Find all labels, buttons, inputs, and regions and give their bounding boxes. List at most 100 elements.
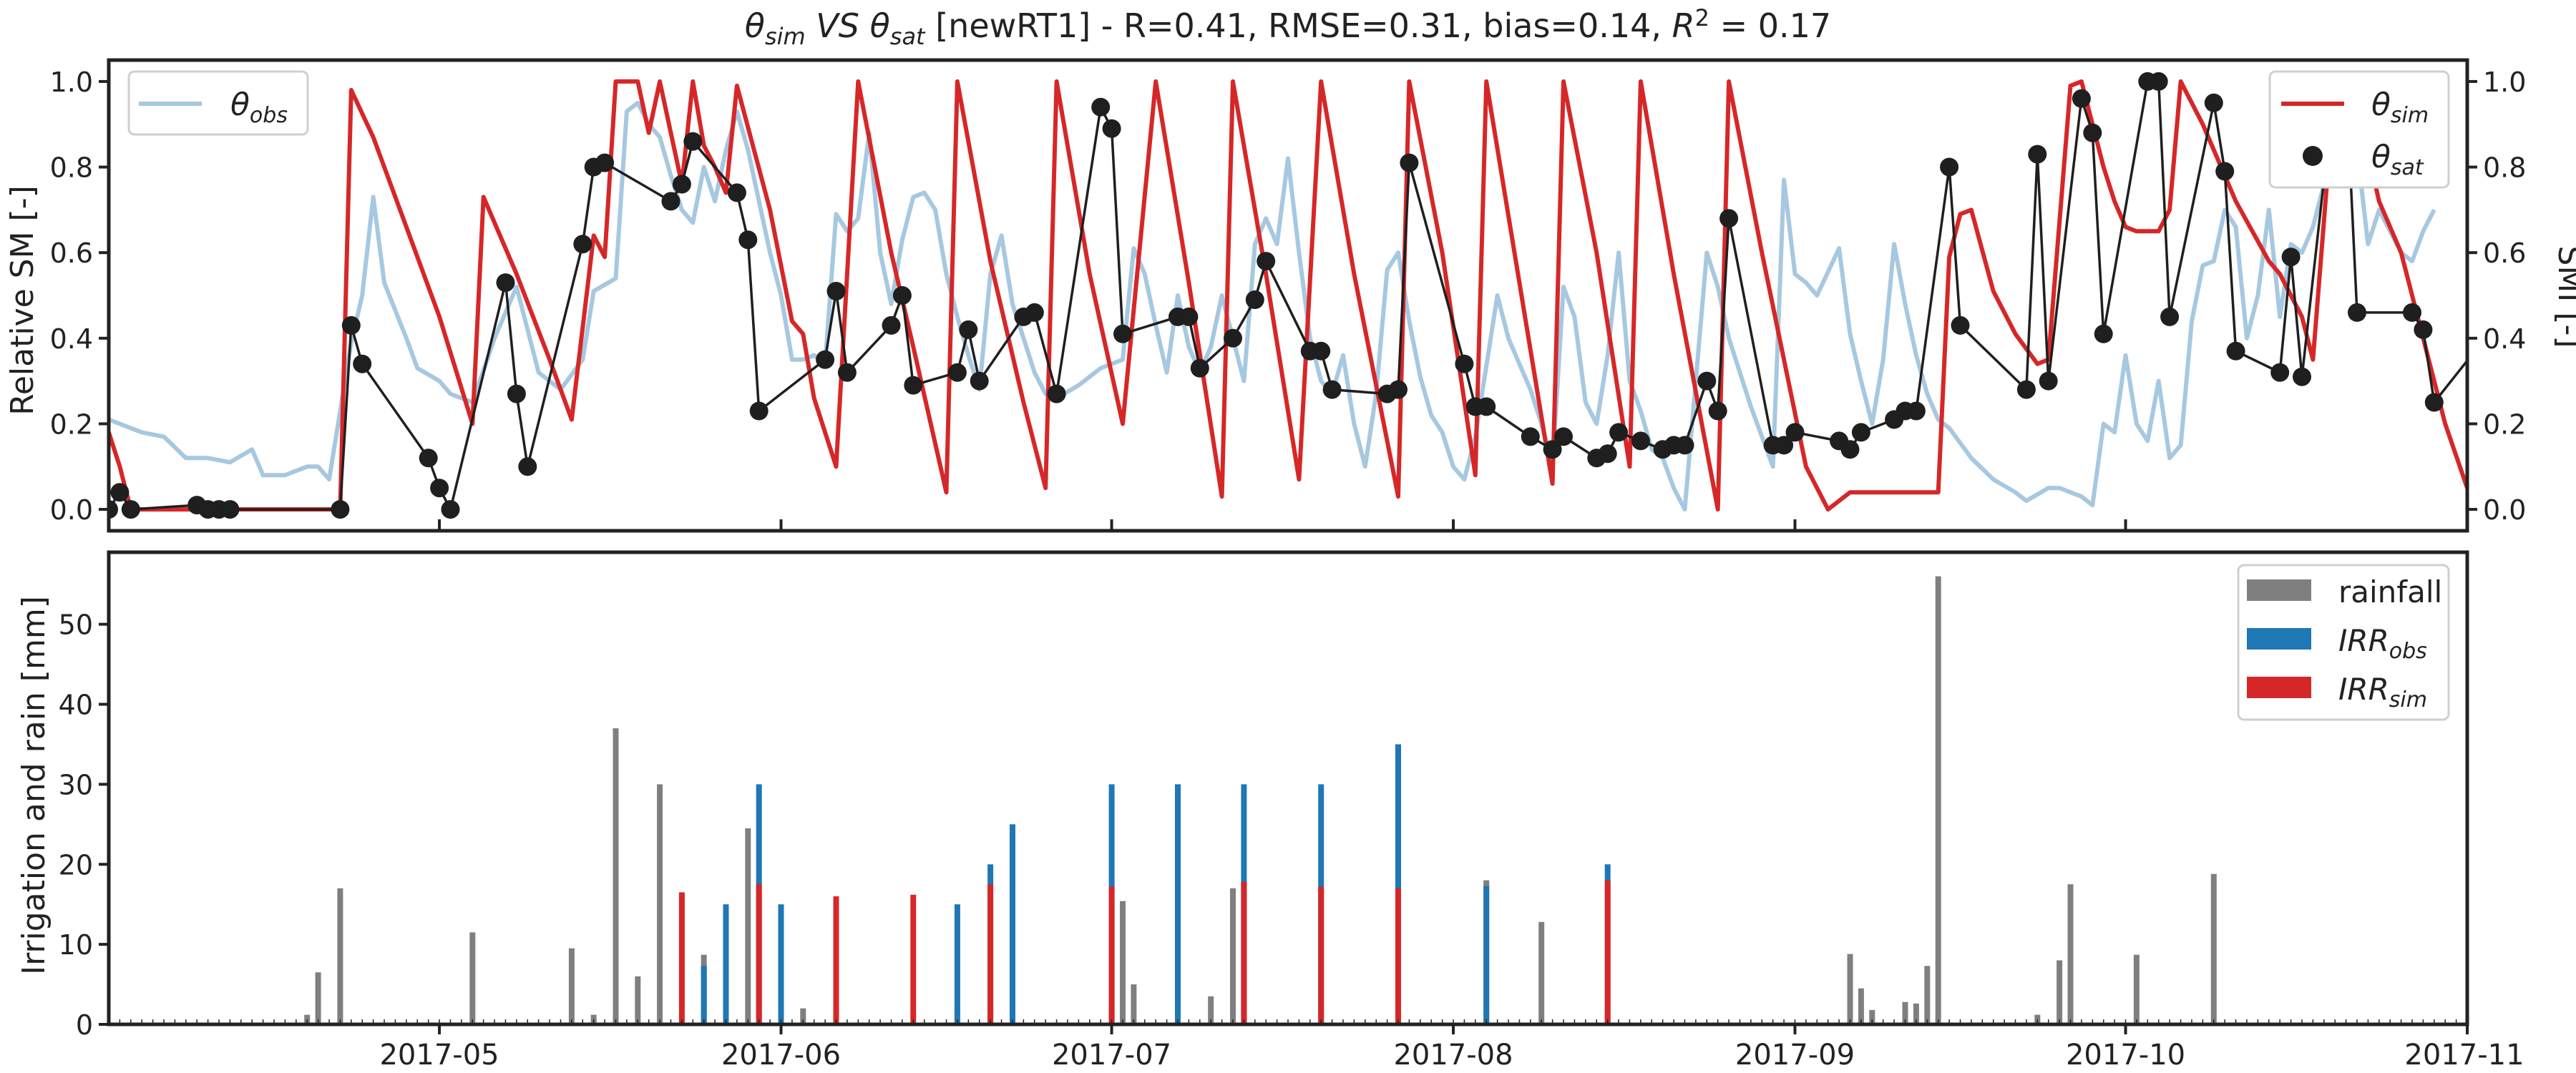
rainfall-bar	[745, 828, 751, 1024]
sat-point	[1477, 397, 1496, 416]
sat-point	[2215, 162, 2235, 181]
sat-point	[959, 320, 978, 339]
rainfall-bar	[1538, 921, 1545, 1024]
sat-point	[892, 286, 912, 305]
legend-irr-obs-swatch	[2247, 628, 2311, 650]
sat-point	[1906, 401, 1926, 421]
sat-point	[1047, 384, 1066, 403]
sat-point	[1543, 440, 1562, 459]
rainfall-bar	[469, 932, 476, 1024]
bottom-y-tick-label: 30	[59, 769, 93, 800]
irrigation-panel: 0 10 20 30 40 50 2017-05 2017-06 2017-07 2017-08…	[16, 550, 2524, 1072]
right-y-tick-label: 0.0	[2483, 494, 2526, 526]
sat-point	[826, 282, 846, 300]
sat-point	[882, 315, 901, 335]
sim-series-line	[109, 79, 2467, 512]
x-tick-label: 2017-05	[379, 1039, 499, 1072]
sat-point	[1025, 303, 1044, 322]
legend-top-right: θsim θsat	[2268, 70, 2450, 189]
irr-sim-bar	[1604, 880, 1611, 1024]
x-tick-label: 2017-07	[1052, 1039, 1171, 1072]
irr-obs-bar	[723, 904, 729, 1024]
sat-point	[1719, 209, 1739, 228]
sat-point	[1631, 431, 1650, 451]
rainfall-bar	[1924, 966, 1931, 1024]
sat-point	[2204, 93, 2223, 112]
rainfall-bar	[1858, 988, 1864, 1024]
legend-top-left: θobs	[127, 70, 309, 136]
sat-point	[1775, 436, 1794, 455]
sat-point	[430, 479, 449, 498]
irr-sim-bar	[1108, 886, 1115, 1024]
bottom-y-tick-label: 50	[59, 609, 93, 641]
sat-point	[738, 230, 758, 250]
sat-point	[749, 401, 769, 421]
rainfall-bar	[2210, 873, 2217, 1024]
sat-point	[816, 350, 835, 369]
right-y-axis-ticks: 0.0 0.2 0.4 0.6 0.8 1.0	[2467, 67, 2526, 526]
sat-point	[672, 175, 691, 194]
legend-sat-swatch	[2303, 146, 2323, 166]
bottom-y-tick-label: 0	[76, 1009, 93, 1041]
irr-obs-bar	[954, 904, 960, 1024]
legend-bottom: rainfall IRRobs IRRsim	[2237, 564, 2450, 721]
irr-sim-bar	[1318, 886, 1324, 1024]
irr-obs-bar	[1395, 744, 1401, 1024]
left-y-tick-label: 0.6	[50, 237, 93, 269]
left-y-tick-label: 0.4	[50, 323, 93, 355]
irr-obs-bar	[1010, 824, 1015, 1024]
rainfall-bar	[1230, 888, 1236, 1024]
irr-sim-bar	[756, 884, 762, 1024]
sat-point	[837, 363, 857, 382]
sat-point	[2039, 371, 2058, 391]
chart-title: θsim VS θsat [newRT1] - R=0.41, RMSE=0.3…	[745, 4, 1831, 50]
sat-point	[904, 376, 923, 395]
x-tick-label: 2017-10	[2066, 1039, 2185, 1072]
legend-irr-obs-label: IRRobs	[2338, 623, 2427, 664]
sat-point	[1322, 380, 1342, 399]
right-y-tick-label: 1.0	[2483, 67, 2526, 98]
irr-sim-bar	[1241, 881, 1247, 1024]
sat-point	[121, 500, 140, 519]
rainfall-bar	[315, 972, 321, 1024]
rainfall-bar	[1935, 576, 1941, 1024]
sat-point	[1785, 423, 1805, 442]
left-y-axis-label: Relative SM [-]	[4, 185, 41, 416]
right-y-tick-label: 0.8	[2483, 152, 2526, 184]
irr-obs-bar	[1483, 886, 1490, 1024]
sat-point	[419, 449, 438, 468]
x-tick-label: 2017-09	[1735, 1039, 1855, 1072]
top-plot-frame	[107, 58, 2469, 533]
rainfall-bar	[800, 1008, 806, 1024]
sat-point	[2281, 248, 2301, 267]
legend-rainfall-swatch	[2247, 579, 2311, 601]
bottom-y-axis-label: Irrigation and rain [mm]	[16, 596, 52, 975]
sat-point	[1455, 354, 1474, 373]
sat-point	[2424, 393, 2444, 412]
left-y-axis-ticks: 0.0 0.2 0.4 0.6 0.8 1.0	[50, 67, 2469, 531]
rainfall-bar	[1869, 1009, 1875, 1024]
rainfall-bar	[1847, 954, 1853, 1024]
sat-point	[2028, 144, 2047, 164]
sat-point	[518, 457, 537, 476]
sat-point	[1257, 252, 1276, 271]
sat-point	[1554, 427, 1573, 446]
rainfall-bar	[657, 784, 663, 1024]
sat-point	[1400, 153, 1419, 172]
rainfall-bar	[1208, 996, 1214, 1024]
legend-obs-label: θobs	[230, 87, 288, 128]
rainfall-bar	[568, 948, 575, 1024]
sat-point	[2160, 307, 2180, 326]
bottom-plot-frame	[107, 550, 2469, 1027]
rainfall-bar	[2067, 884, 2074, 1024]
sat-point	[683, 132, 703, 151]
sat-point	[2293, 367, 2311, 386]
sat-point	[1224, 328, 1242, 348]
sat-point	[507, 384, 526, 403]
sat-point	[1102, 119, 1121, 138]
x-axis-ticks: 2017-05 2017-06 2017-07 2017-08 2017-09 2017-…	[108, 1019, 2524, 1072]
sat-point	[2072, 89, 2091, 108]
bottom-y-axis-ticks: 0 10 20 30 40 50	[59, 609, 109, 1041]
sat-point	[2094, 324, 2113, 343]
